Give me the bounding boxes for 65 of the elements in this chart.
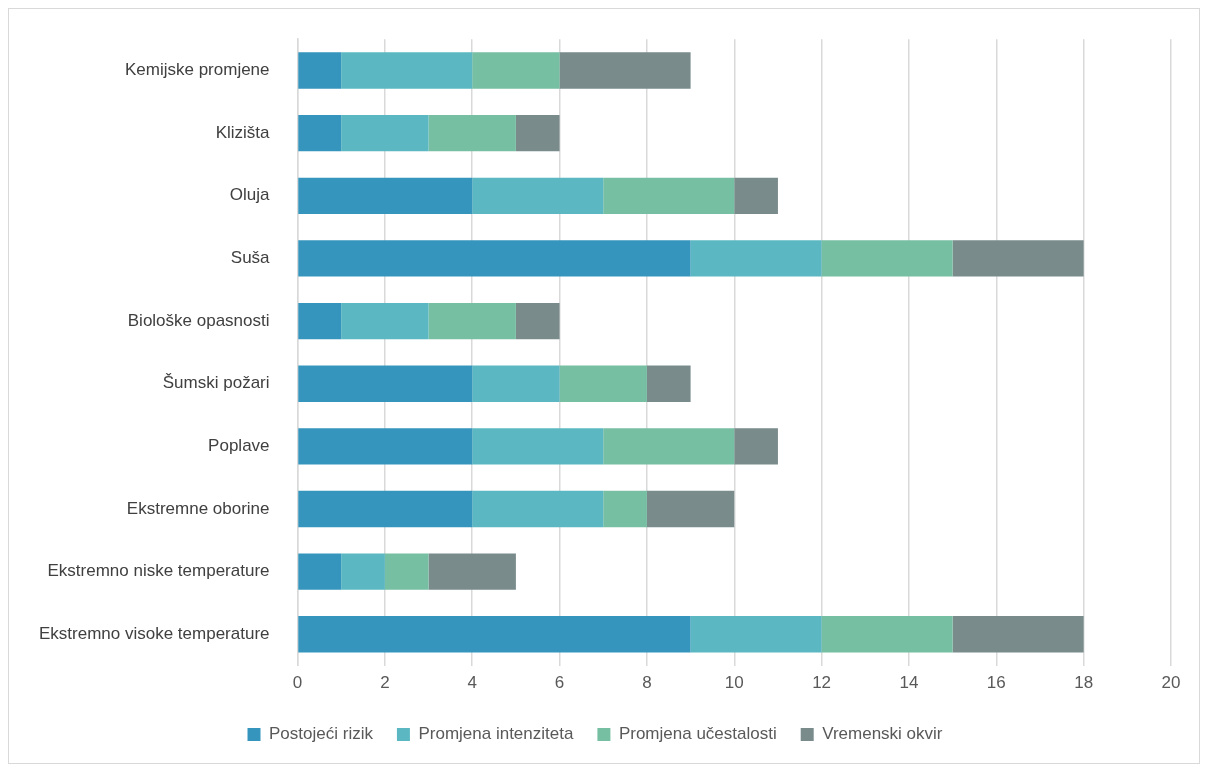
bar [646, 365, 691, 402]
bar [559, 365, 647, 402]
bar [472, 365, 560, 402]
x-tick-label: 6 [554, 673, 565, 693]
x-tick-label: 18 [1074, 673, 1094, 693]
bar [952, 616, 1084, 653]
y-tick-label: Biološke opasnosti [127, 310, 270, 330]
bar [428, 302, 516, 340]
bar [341, 114, 429, 152]
bar [603, 177, 735, 214]
bar [821, 240, 953, 277]
bar [428, 553, 516, 590]
legend-label: Promjena učestalosti [618, 724, 777, 744]
bar [472, 177, 604, 214]
bar [298, 553, 342, 590]
bar [341, 302, 429, 340]
bar [515, 302, 560, 340]
bar [298, 365, 473, 402]
bar [472, 428, 604, 465]
bar [734, 428, 778, 465]
bar [472, 490, 604, 528]
bar [298, 616, 691, 653]
bar [821, 616, 953, 653]
bar [298, 490, 473, 528]
bar [298, 428, 473, 465]
x-tick-label: 20 [1161, 673, 1181, 693]
bar [298, 240, 691, 277]
y-tick-label: Oluja [229, 185, 271, 205]
bar [734, 177, 778, 214]
x-tick-label: 4 [467, 673, 477, 693]
x-tick-label: 8 [642, 673, 652, 693]
bar [298, 302, 342, 340]
x-tick-label: 14 [899, 673, 919, 693]
y-tick-label: Suša [230, 248, 271, 268]
y-tick-label: Ekstremno visoke temperature [38, 623, 270, 643]
x-tick-label: 10 [724, 673, 744, 693]
x-tick-label: 12 [812, 673, 832, 693]
y-tick-label: Poplave [208, 436, 270, 456]
bar [952, 240, 1084, 277]
y-tick-label: Kemijske promjene [124, 60, 270, 80]
bar [690, 616, 822, 653]
x-tick-label: 0 [292, 673, 303, 693]
bar [559, 52, 691, 89]
bar [646, 490, 735, 528]
y-tick-label: Šumski požari [162, 373, 270, 393]
bar [298, 52, 342, 89]
y-tick-label: Ekstremno niske temperature [47, 561, 270, 581]
legend-label: Vremenski okvir [822, 724, 943, 744]
x-tick-label: 16 [986, 673, 1006, 693]
legend-label: Postojeći rizik [269, 724, 374, 744]
y-tick-label: Klizišta [215, 122, 271, 142]
bar [603, 490, 647, 528]
bar [603, 428, 735, 465]
y-tick-label: Ekstremne oborine [126, 498, 270, 518]
bar [298, 177, 473, 214]
x-tick-label: 2 [380, 673, 390, 693]
bar [690, 240, 822, 277]
bar [472, 52, 560, 89]
bar [341, 553, 385, 590]
legend-label: Promjena intenziteta [418, 724, 574, 744]
bar [515, 114, 560, 152]
bar [341, 52, 473, 89]
bar [428, 114, 516, 152]
bar [384, 553, 429, 590]
bar [298, 114, 342, 152]
